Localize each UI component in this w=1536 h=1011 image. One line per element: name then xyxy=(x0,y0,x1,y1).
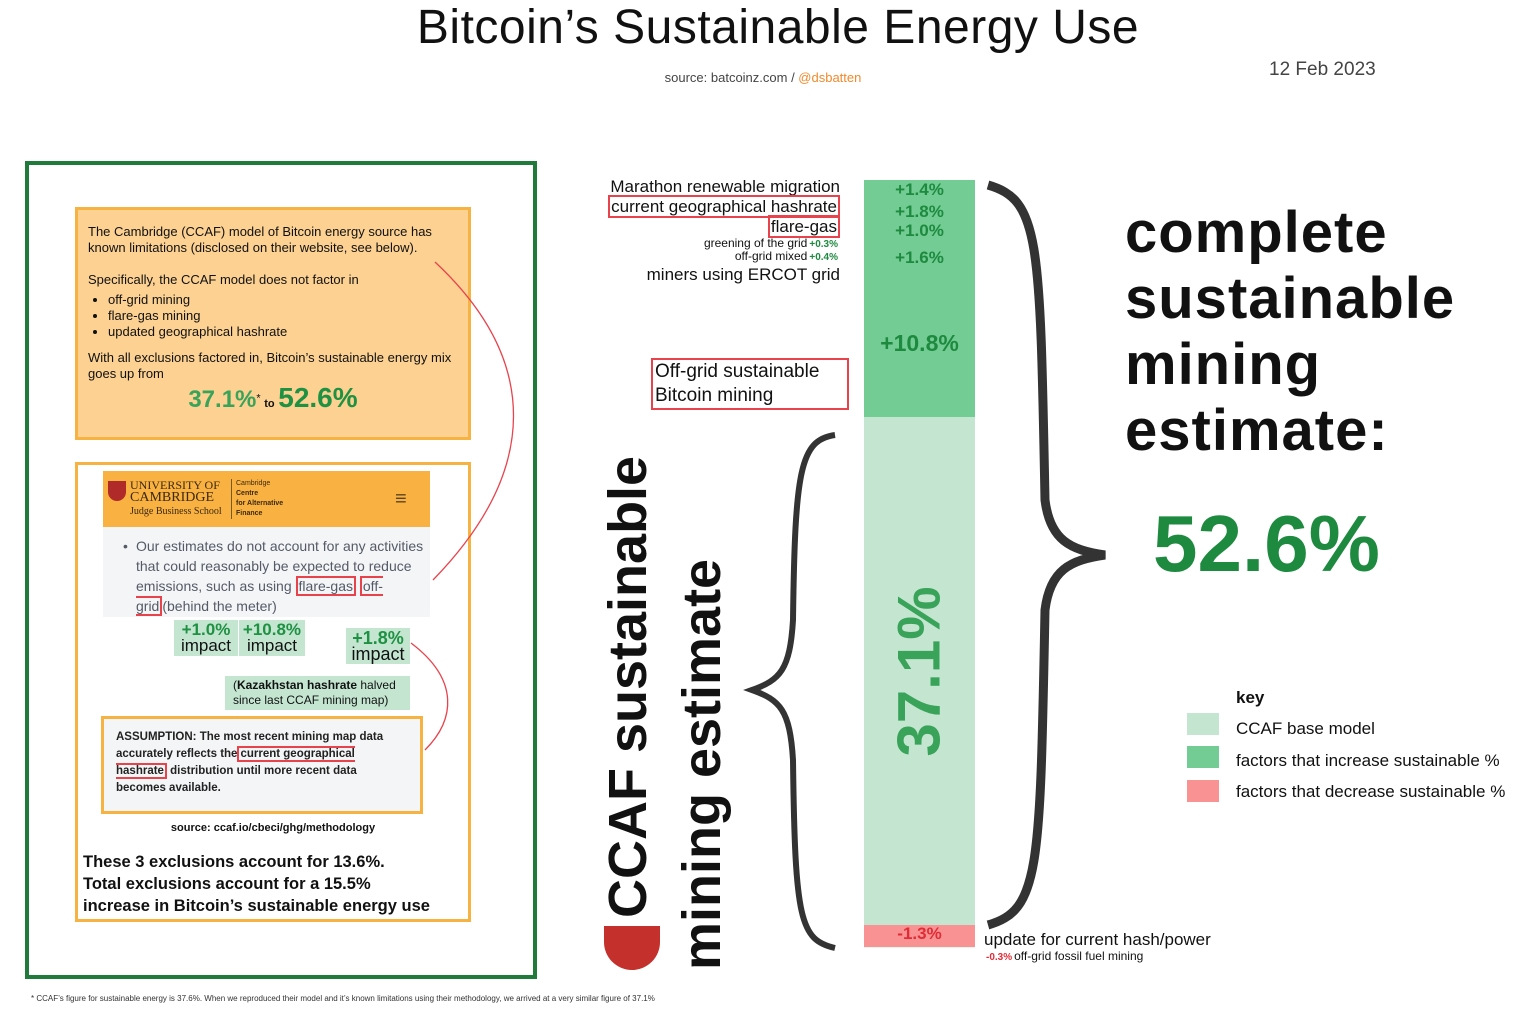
cambridge-logo: UNIVERSITY OF CAMBRIDGE Judge Business Sch… xyxy=(130,478,222,517)
legend-title: key xyxy=(1236,688,1265,707)
legend-label: factors that decrease sustainable % xyxy=(1236,782,1506,801)
vertical-label-line2: mining estimate xyxy=(672,558,732,970)
segment-label: off-grid mixed +0.4% xyxy=(734,249,838,264)
segment-value-label: -0.3% xyxy=(986,952,1013,963)
legend-label: CCAF base model xyxy=(1236,719,1375,738)
cambridge-crest-icon xyxy=(108,481,126,501)
source-line: source: batcoinz.com / @dsbatten xyxy=(0,70,1526,85)
right-heading: complete sustainable mining estimate: xyxy=(1125,200,1456,463)
assumption-box: ASSUMPTION: The most recent mining map d… xyxy=(101,716,423,814)
segment-value-label: +1.8% xyxy=(895,201,944,221)
segment-label: miners using ERCOT grid xyxy=(646,265,840,284)
segment-value-label: +1.4% xyxy=(895,179,944,199)
impact-flare-gas: +1.0% impact xyxy=(174,620,238,656)
summary-p3: With all exclusions factored in, Bitcoin… xyxy=(88,350,452,381)
segment-value-label: +1.6% xyxy=(895,248,944,268)
bar-segment: +10.8% xyxy=(864,269,975,418)
legend-swatch-increase xyxy=(1187,746,1219,768)
segment-value-label: +0.4% xyxy=(809,252,838,263)
segment-label: current geographical hashrate xyxy=(608,195,840,218)
impact-hashrate: +1.8% impact xyxy=(346,628,410,664)
segment-label: flare-gas xyxy=(767,215,840,238)
page-title: Bitcoin’s Sustainable Energy Use xyxy=(416,1,1140,54)
summary-p1: The Cambridge (CCAF) model of Bitcoin en… xyxy=(88,224,432,255)
summary-result: 37.1%* to 52.6% xyxy=(88,384,458,418)
segment-value-label: +1.0% xyxy=(895,220,944,240)
to-value: 52.6% xyxy=(278,382,358,413)
exclusion-list: off-grid mining flare-gas mining updated… xyxy=(88,292,458,340)
summary-box: The Cambridge (CCAF) model of Bitcoin en… xyxy=(75,207,471,440)
evidence-box xyxy=(75,462,471,922)
cambridge-crest-icon xyxy=(604,926,660,970)
list-item: off-grid mining xyxy=(108,292,458,308)
segment-value-label: 37.1% xyxy=(886,586,954,757)
bar-segment: -1.3% xyxy=(864,924,975,945)
cambridge-header: UNIVERSITY OF CAMBRIDGE Judge Business Sch… xyxy=(103,471,430,527)
segment-label: -0.3% off-grid fossil fuel mining xyxy=(986,949,1144,964)
flare-gas-highlight: flare-gas xyxy=(295,576,356,596)
impact-off-grid: +10.8% impact xyxy=(239,620,305,656)
methodology-source: source: ccaf.io/cbeci/ghg/methodology xyxy=(170,822,376,834)
segment-value-label: +10.8% xyxy=(880,329,959,356)
total-estimate: 52.6% xyxy=(1153,499,1380,588)
legend-swatch-decrease xyxy=(1187,780,1219,802)
to-word: to xyxy=(264,398,275,410)
bar-segment: +1.6% xyxy=(864,247,975,271)
list-item: flare-gas mining xyxy=(108,308,458,324)
from-value: 37.1% xyxy=(188,386,257,413)
ccaf-logo: Cambridge Centre for Alternative Finance xyxy=(231,479,283,519)
menu-icon[interactable]: ≡ xyxy=(395,488,407,510)
bar-segment: 37.1% xyxy=(864,417,975,927)
segment-label: Off-grid sustainable Bitcoin mining xyxy=(651,358,849,410)
segment-label: greening of the grid +0.3% xyxy=(703,236,838,251)
segment-value-label: -1.3% xyxy=(897,924,942,944)
ccaf-quote: • Our estimates do not account for any a… xyxy=(103,527,430,617)
kazakhstan-note: (Kazakhstan hashrate halved since last C… xyxy=(225,676,410,710)
segment-value-label: +0.3% xyxy=(809,239,838,250)
summary-p2: Specifically, the CCAF model does not fa… xyxy=(88,272,359,287)
hashrate-highlight: current geographical hashrate xyxy=(116,746,355,779)
footnote: * CCAF’s figure for sustainable energy i… xyxy=(31,994,655,1003)
conclusion: These 3 exclusions account for 13.6%. Tot… xyxy=(83,853,430,915)
bar-segment: +1.4% xyxy=(864,179,975,201)
source-text: source: batcoinz.com / xyxy=(664,70,799,85)
vertical-label-line1: CCAF sustainable xyxy=(598,455,658,918)
left-panel xyxy=(25,161,537,979)
legend-label: factors that increase sustainable % xyxy=(1236,751,1500,770)
asterisk: * xyxy=(256,392,261,405)
bullet: • xyxy=(123,538,128,554)
segment-label: update for current hash/power xyxy=(984,930,1211,949)
date: 12 Feb 2023 xyxy=(1269,59,1376,80)
segment-label: Marathon renewable migration xyxy=(610,177,840,196)
bar-segment: +1.0% xyxy=(864,220,975,240)
list-item: updated geographical hashrate xyxy=(108,324,458,340)
legend-swatch-base xyxy=(1187,713,1219,735)
bar-segment xyxy=(864,943,975,949)
author-handle-link[interactable]: @dsbatten xyxy=(798,70,862,85)
off-grid-highlight: off-grid xyxy=(136,576,383,616)
